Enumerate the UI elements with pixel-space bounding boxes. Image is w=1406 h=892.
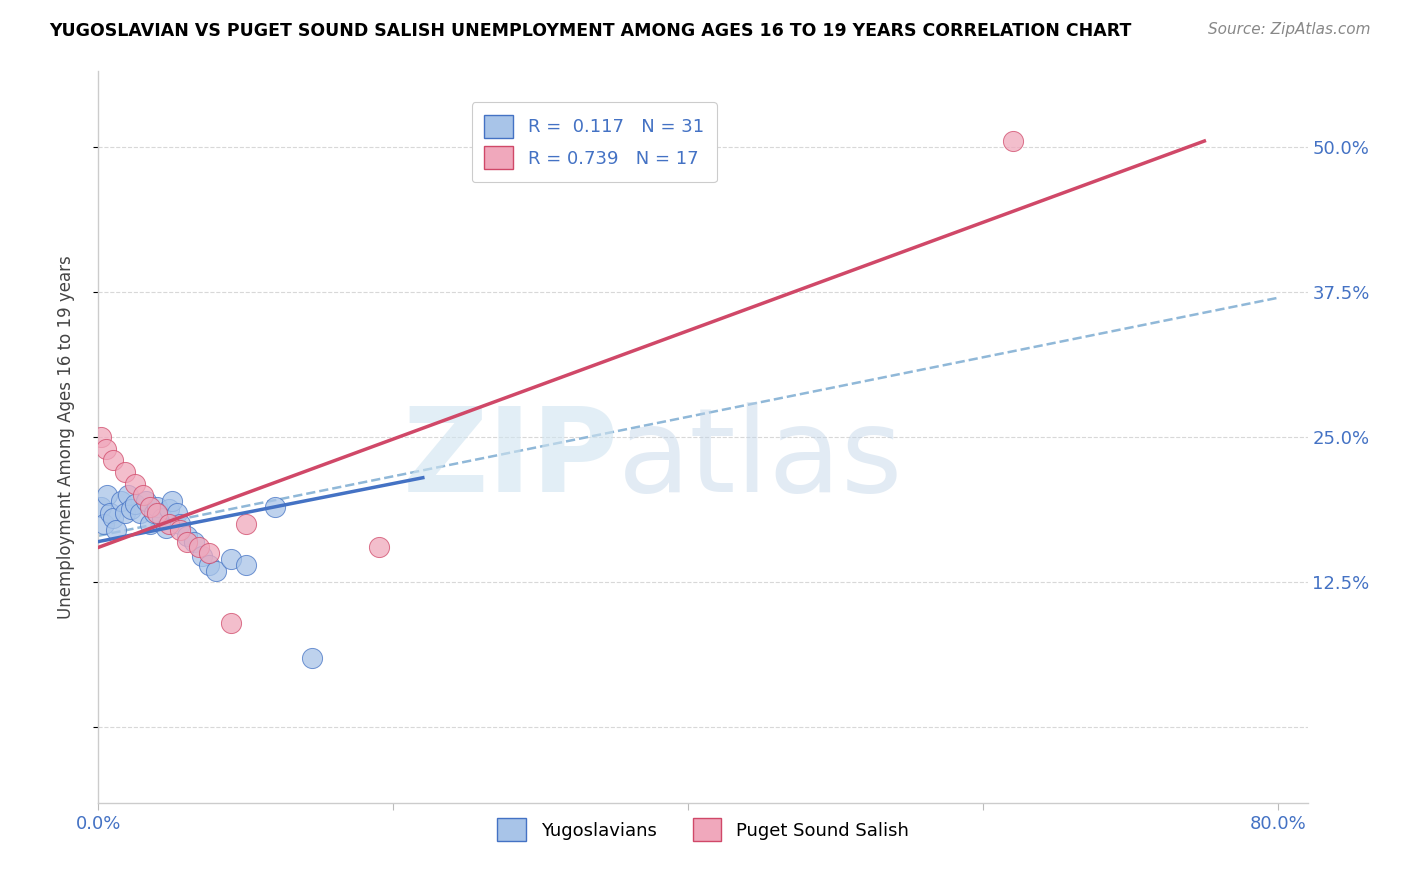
Point [150,511,173,525]
Point [157,502,180,516]
Point [90,500,112,514]
Point [124,476,146,491]
Point [169,523,191,537]
Y-axis label: Unemployment Among Ages 16 to 19 years: Unemployment Among Ages 16 to 19 years [56,255,75,619]
Point [264,500,287,514]
Point [190,549,212,563]
Text: YUGOSLAVIAN VS PUGET SOUND SALISH UNEMPLOYMENT AMONG AGES 16 TO 19 YEARS CORRELA: YUGOSLAVIAN VS PUGET SOUND SALISH UNEMPL… [49,22,1132,40]
Point [139,517,162,532]
Point [124,497,146,511]
Point [166,506,188,520]
Point [146,506,169,520]
Point [101,511,124,525]
Point [94,442,117,456]
Legend: Yugoslavians, Puget Sound Salish: Yugoslavians, Puget Sound Salish [491,811,915,848]
Point [187,541,209,555]
Point [96,488,118,502]
Point [128,506,150,520]
Point [157,517,180,532]
Point [155,521,177,535]
Point [235,517,257,532]
Point [176,534,198,549]
Text: atlas: atlas [619,401,904,516]
Point [219,552,242,566]
Point [105,523,128,537]
Point [114,506,136,520]
Point [131,488,153,502]
Point [198,546,221,560]
Point [183,534,205,549]
Point [120,502,142,516]
Point [160,494,183,508]
Point [90,430,112,444]
Point [301,650,323,665]
Point [114,465,136,479]
Point [93,517,115,532]
Point [117,488,139,502]
Point [367,541,389,555]
Point [1001,134,1024,148]
Text: Source: ZipAtlas.com: Source: ZipAtlas.com [1208,22,1371,37]
Point [135,494,157,508]
Point [219,615,242,630]
Point [146,500,169,514]
Point [176,529,198,543]
Point [235,558,257,572]
Point [139,500,162,514]
Point [169,517,191,532]
Point [110,494,132,508]
Point [205,564,228,578]
Point [143,506,166,520]
Point [98,506,121,520]
Point [101,453,124,467]
Text: ZIP: ZIP [402,401,619,516]
Point [198,558,221,572]
